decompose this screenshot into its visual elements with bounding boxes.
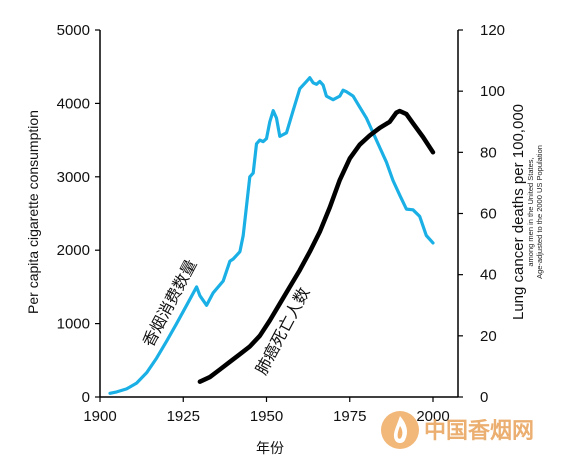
y-right-tick-label: 80 — [480, 144, 497, 161]
y-left-tick-label: 3000 — [57, 169, 90, 186]
x-tick-label: 2000 — [416, 408, 449, 425]
left-axis-title: Per capita cigarette consumption — [25, 110, 41, 314]
y-left-tick-label: 4000 — [57, 95, 90, 112]
y-left-tick-label: 2000 — [57, 242, 90, 259]
x-tick-label: 1925 — [167, 408, 200, 425]
x-tick-label: 1950 — [250, 408, 283, 425]
y-right-tick-label: 20 — [480, 328, 497, 345]
x-axis-title: 年份 — [256, 440, 284, 456]
x-ticks: 1900 1925 1950 1975 2000 — [83, 397, 450, 425]
watermark: 中国香烟网 — [381, 411, 534, 449]
y-left-tick-label: 1000 — [57, 316, 90, 333]
right-axis-subtitle-1: among men in the United States, — [526, 157, 535, 266]
right-axis-title: Lung cancer deaths per 100,000 — [510, 104, 527, 320]
x-tick-label: 1975 — [333, 408, 366, 425]
y-left-tick-label: 5000 — [57, 22, 90, 39]
series-line-consumption — [108, 76, 435, 395]
y-right-ticks: 0 20 40 60 80 100 120 — [458, 22, 505, 406]
y-right-tick-label: 120 — [480, 22, 505, 39]
y-right-tick-label: 100 — [480, 83, 505, 100]
y-left-ticks: 0 1000 2000 3000 4000 5000 — [57, 22, 100, 406]
x-tick-label: 1900 — [83, 408, 116, 425]
y-right-tick-label: 60 — [480, 206, 497, 223]
right-axis-subtitle-2: Age-adjusted to the 2000 US Population — [535, 145, 544, 279]
y-right-tick-label: 0 — [480, 389, 488, 406]
flame-logo-icon — [381, 411, 419, 449]
y-left-tick-label: 0 — [82, 389, 90, 406]
y-right-tick-label: 40 — [480, 267, 497, 284]
series-line-deaths — [197, 108, 436, 384]
watermark-text: 中国香烟网 — [424, 419, 534, 444]
